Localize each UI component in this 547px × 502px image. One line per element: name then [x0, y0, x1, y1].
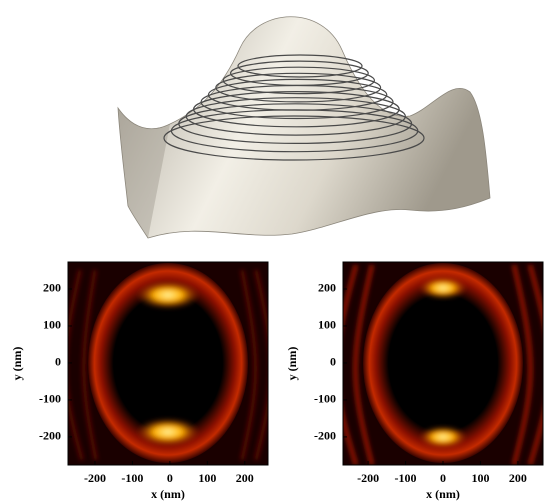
x-tick-label: -100	[395, 471, 417, 485]
x-axis-label: x (nm)	[426, 487, 460, 501]
x-tick-label: 100	[471, 471, 489, 485]
x-tick-label: -200	[357, 471, 379, 485]
x-axis-label: x (nm)	[151, 487, 185, 501]
x-tick-label: -200	[84, 471, 106, 485]
y-axis-label: y (nm)	[285, 347, 299, 381]
y-tick-label: 100	[43, 318, 61, 332]
x-tick-label: 200	[236, 471, 254, 485]
y-tick-label: -100	[314, 392, 336, 406]
surface	[117, 16, 491, 239]
x-tick-label: 0	[440, 471, 446, 485]
y-tick-label: -200	[314, 429, 336, 443]
y-tick-label: 200	[318, 281, 336, 295]
heatmap-image	[68, 262, 268, 465]
surface-shade	[118, 108, 170, 238]
y-tick-label: 200	[43, 281, 61, 295]
x-tick-label: 100	[198, 471, 216, 485]
contour-ring	[222, 66, 375, 95]
surface-plot	[117, 16, 491, 239]
y-tick-label: 0	[330, 355, 336, 369]
x-tick-label: 0	[167, 471, 173, 485]
plot-frame	[67, 261, 269, 466]
contour-ring	[163, 115, 425, 161]
y-tick-label: 0	[55, 355, 61, 369]
x-tick-label: 200	[509, 471, 527, 485]
contour-ring	[237, 54, 363, 78]
y-tick-label: 100	[318, 318, 336, 332]
contour-rings	[163, 54, 425, 161]
y-axis-label: y (nm)	[10, 347, 24, 381]
heatmap-image	[343, 262, 543, 465]
y-tick-label: -100	[39, 392, 61, 406]
y-tick-label: -200	[39, 429, 61, 443]
x-tick-label: -100	[121, 471, 143, 485]
contour-ring	[215, 72, 382, 103]
